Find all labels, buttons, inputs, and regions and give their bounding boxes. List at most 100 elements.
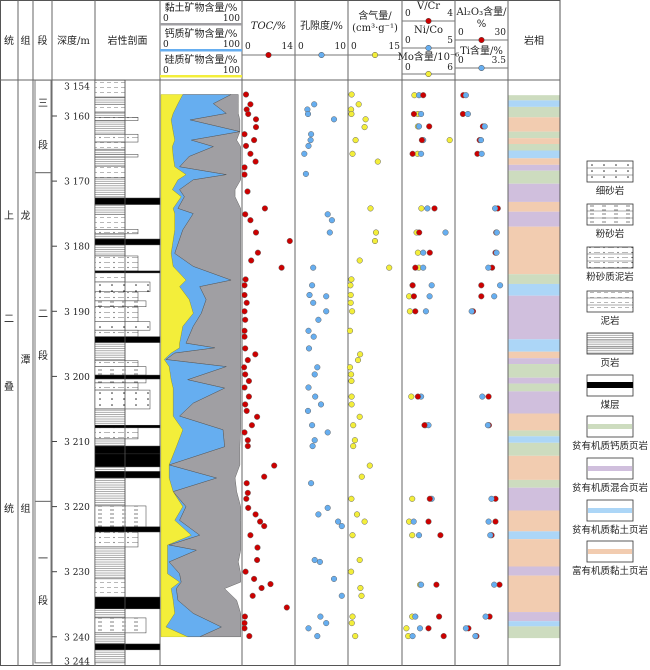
lithology-bed-mudstone — [94, 272, 126, 283]
header-clay-swatch — [160, 23, 242, 26]
lithology-bed-silty — [94, 306, 139, 322]
porosity-point — [324, 211, 331, 218]
depth-label: 3 200 — [64, 373, 90, 383]
v-cr-point — [412, 308, 419, 315]
v-cr-point — [425, 518, 432, 525]
toc-point — [283, 604, 290, 611]
header-depth: 深度/m — [57, 34, 90, 47]
ti-point — [477, 137, 485, 144]
porosity-point — [324, 429, 331, 436]
facies-band-purple — [508, 358, 560, 365]
toc-point — [254, 556, 261, 564]
lithology-bed-silty — [94, 329, 139, 337]
lithology-bed-silty — [94, 360, 139, 367]
lithology-bed-coal — [94, 424, 161, 429]
lithology-bed-coal — [94, 445, 161, 455]
lithology-bed-mudstone — [94, 165, 126, 179]
toc-point — [252, 124, 260, 131]
gas-content-point — [356, 257, 363, 264]
lithology-bed-shale — [94, 466, 126, 472]
lithology-bed-shale — [94, 111, 126, 118]
legend-label-sandstone: 细砂岩 — [596, 185, 625, 197]
facies-band-orange — [508, 158, 560, 165]
lithology-bed-shale — [94, 120, 126, 135]
gas-content-point — [348, 401, 355, 408]
scale-max: 6 — [447, 63, 453, 73]
series-char: 上 — [4, 210, 14, 222]
porosity-point — [301, 150, 308, 157]
lithology-bed-siltstone — [94, 617, 147, 634]
facies-band-orange — [508, 575, 560, 613]
facies-band-purple — [508, 391, 560, 414]
porosity-point — [304, 407, 312, 414]
toc-point — [244, 437, 251, 444]
toc-point — [243, 299, 250, 306]
toc-point — [241, 131, 248, 138]
lithology-bed-silty — [94, 154, 139, 158]
facies-band-green — [508, 170, 560, 184]
header-ti: Ti含量/% — [460, 44, 503, 57]
member-box — [34, 79, 52, 174]
gas-content-point — [348, 393, 355, 400]
v-cr-point — [421, 422, 428, 429]
gas-content-point — [347, 282, 354, 289]
toc-point — [267, 581, 274, 588]
porosity-point — [305, 327, 312, 334]
facies-band-purple — [508, 566, 560, 576]
toc-point — [248, 257, 255, 264]
toc-point — [244, 489, 251, 496]
lithology-bed-shale — [94, 177, 126, 199]
depth-label: 3 210 — [64, 438, 90, 448]
toc-point — [254, 249, 261, 256]
lithology-bed-coal — [94, 643, 161, 651]
toc-point — [245, 393, 252, 400]
gas-content-point — [372, 229, 380, 236]
legend-label-purple: 贫有机质混合页岩 — [572, 482, 648, 494]
legend-swatch-mudstone — [586, 290, 634, 313]
lithology-bed-mudstone — [94, 104, 126, 113]
toc-point — [248, 422, 255, 429]
legend-swatch-blue-band — [588, 508, 632, 513]
toc-point — [242, 371, 249, 378]
v-cr-point — [409, 282, 416, 289]
member-char: 二 — [38, 309, 48, 320]
porosity-point — [305, 345, 313, 352]
toc-point — [242, 345, 249, 352]
toc-point — [241, 613, 248, 620]
ti-point — [462, 625, 469, 632]
ni-co-point — [410, 518, 417, 525]
gas-content-point — [367, 205, 374, 212]
toc-point — [242, 211, 249, 218]
ti-point — [485, 518, 492, 525]
v-cr-point — [420, 92, 427, 99]
ti-point — [481, 123, 488, 130]
lithology-bed-shale — [94, 408, 126, 426]
porosity-point — [310, 333, 317, 340]
scale-min: 0 — [298, 42, 304, 52]
gas-content-point — [366, 462, 373, 469]
v-cr-point — [414, 393, 421, 400]
legend-swatch-purple-band — [588, 466, 632, 471]
lithology-bed-mudstone — [94, 214, 126, 230]
toc-point — [271, 462, 278, 469]
facies-band-orange — [508, 351, 560, 359]
toc-point — [245, 504, 252, 511]
facies-band-blue — [508, 531, 560, 540]
lithology-bed-shale — [94, 438, 126, 447]
facies-band-purple — [508, 377, 560, 384]
lithology-bed-coal — [94, 197, 161, 205]
ti-point — [487, 532, 494, 539]
scale-max: 3.5 — [492, 56, 507, 66]
v-cr-point — [416, 229, 423, 236]
scale-max: 100 — [223, 66, 240, 76]
porosity-point — [314, 364, 321, 371]
lithology-bed-shale — [94, 608, 126, 619]
ni-co-point — [420, 249, 427, 256]
member-box — [34, 172, 52, 502]
toc-point — [247, 532, 254, 539]
toc-point — [241, 625, 248, 632]
scale-max: 14 — [282, 42, 294, 52]
porosity-point — [309, 443, 316, 450]
facies-band-orange — [508, 201, 560, 212]
v-cr-point — [433, 581, 440, 588]
